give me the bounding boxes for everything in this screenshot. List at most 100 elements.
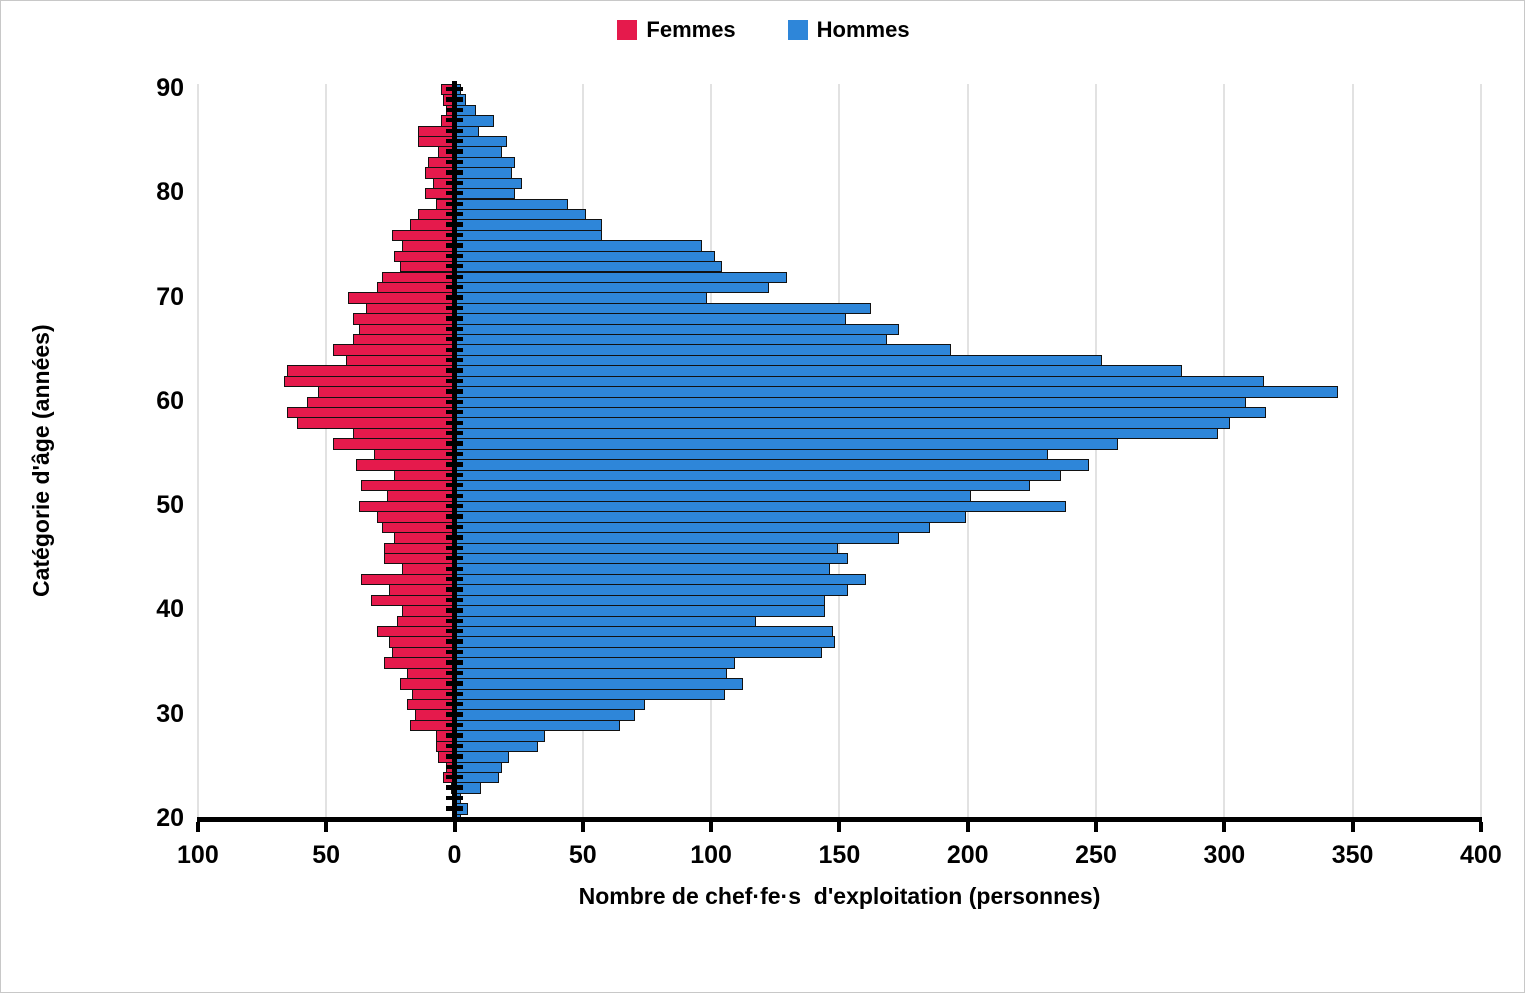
zero-axis-tick: [446, 138, 463, 144]
zero-axis-tick: [446, 681, 463, 686]
zero-axis-tick: [446, 775, 463, 780]
y-tick-label: 70: [156, 282, 184, 311]
x-tick-label: 350: [1331, 841, 1374, 870]
zero-axis-tick: [446, 274, 463, 279]
x-tick-label: 200: [946, 841, 989, 870]
y-tick-label: 90: [156, 74, 184, 102]
zero-axis-tick: [446, 243, 463, 248]
zero-axis-tick: [446, 629, 463, 634]
zero-axis-tick: [446, 430, 463, 436]
zero-axis-tick: [446, 107, 463, 113]
x-tick-label: 250: [1075, 841, 1117, 870]
zero-axis-line: [451, 80, 458, 823]
gridline: [325, 83, 328, 820]
zero-axis-tick: [446, 743, 463, 749]
gridline: [1095, 83, 1097, 820]
zero-axis-tick: [446, 451, 463, 457]
zero-axis-tick: [446, 702, 463, 707]
zero-axis-tick: [446, 754, 463, 759]
zero-axis-tick: [446, 97, 463, 102]
zero-axis-tick: [446, 253, 463, 259]
zero-axis-tick: [446, 618, 463, 624]
zero-axis-tick: [446, 284, 463, 290]
zero-axis-tick: [446, 576, 463, 582]
zero-axis-tick: [446, 316, 463, 321]
x-tick-label: 0: [447, 841, 462, 870]
zero-axis-tick: [446, 441, 463, 446]
zero-axis-tick: [446, 660, 463, 665]
x-axis-tick: [195, 821, 200, 832]
y-tick-label: 40: [156, 595, 184, 624]
zero-axis-tick: [446, 232, 463, 238]
x-tick-label: 50: [568, 841, 597, 870]
femmes-swatch-icon: [617, 20, 638, 40]
x-axis-tick: [709, 821, 714, 832]
x-tick-label: 300: [1203, 841, 1246, 870]
zero-axis-tick: [446, 389, 463, 394]
y-tick-label: 30: [156, 699, 184, 728]
zero-axis-tick: [446, 566, 463, 571]
gridline: [1223, 83, 1226, 820]
y-tick-label: 60: [156, 386, 184, 415]
zero-axis-tick: [446, 149, 463, 154]
y-tick-label: 80: [156, 178, 184, 207]
zero-axis-tick: [446, 201, 463, 206]
zero-axis-tick: [446, 733, 463, 738]
zero-axis-tick: [446, 357, 463, 363]
x-tick-label: 400: [1460, 841, 1502, 870]
zero-axis-tick: [446, 410, 463, 415]
zero-axis-tick: [446, 493, 463, 498]
x-axis-title: Nombre de chef·fe·s d'exploitation (pers…: [578, 883, 1101, 909]
x-axis-tick: [1094, 821, 1098, 832]
zero-axis-tick: [446, 535, 463, 540]
zero-axis-tick: [446, 86, 463, 92]
y-tick-label: 20: [156, 803, 184, 832]
legend: Femmes Hommes: [121, 17, 1406, 43]
bars-layer: [1, 83, 1524, 820]
gridline: [1351, 83, 1354, 820]
zero-axis-tick: [446, 399, 463, 405]
zero-axis-tick: [446, 514, 463, 519]
zero-axis-tick: [446, 503, 463, 509]
x-axis-tick: [1478, 821, 1483, 832]
zero-axis-tick: [446, 368, 463, 373]
zero-axis-tick: [446, 639, 463, 644]
x-tick-label: 150: [818, 841, 861, 870]
x-axis-tick: [965, 821, 970, 832]
zero-axis-tick: [446, 806, 463, 811]
zero-axis-tick: [446, 608, 463, 613]
x-axis-tick: [324, 821, 329, 832]
zero-axis-tick: [446, 462, 463, 467]
zero-axis-tick: [446, 524, 463, 530]
x-axis-tick: [1222, 821, 1227, 832]
legend-item-hommes: Hommes: [787, 17, 910, 43]
legend-label-femmes: Femmes: [646, 17, 736, 42]
zero-axis-tick: [446, 722, 463, 728]
zero-axis-tick: [446, 597, 463, 603]
zero-axis-tick: [446, 180, 463, 186]
zero-axis-tick: [446, 472, 463, 478]
x-axis-tick: [452, 821, 457, 832]
gridline: [196, 83, 199, 820]
zero-axis-tick: [446, 378, 463, 384]
zero-axis-tick: [446, 170, 463, 175]
zero-axis-tick: [446, 764, 463, 770]
x-tick-label: 100: [690, 841, 732, 870]
zero-axis-tick: [446, 712, 463, 717]
zero-axis-tick: [446, 295, 463, 300]
hommes-swatch-icon: [787, 20, 808, 40]
zero-axis-tick: [446, 191, 463, 196]
y-tick-label: 50: [156, 491, 184, 520]
zero-axis-tick: [446, 159, 463, 165]
x-tick-label: 50: [312, 841, 341, 870]
zero-axis-tick: [446, 420, 463, 425]
zero-axis-tick: [446, 483, 463, 488]
zero-axis-tick: [446, 545, 463, 551]
x-axis-tick: [1350, 821, 1355, 832]
legend-label-hommes: Hommes: [816, 17, 910, 42]
x-tick-label: 100: [177, 841, 219, 870]
zero-axis-tick: [446, 691, 463, 697]
zero-axis-tick: [446, 326, 463, 332]
zero-axis-tick: [446, 785, 463, 790]
